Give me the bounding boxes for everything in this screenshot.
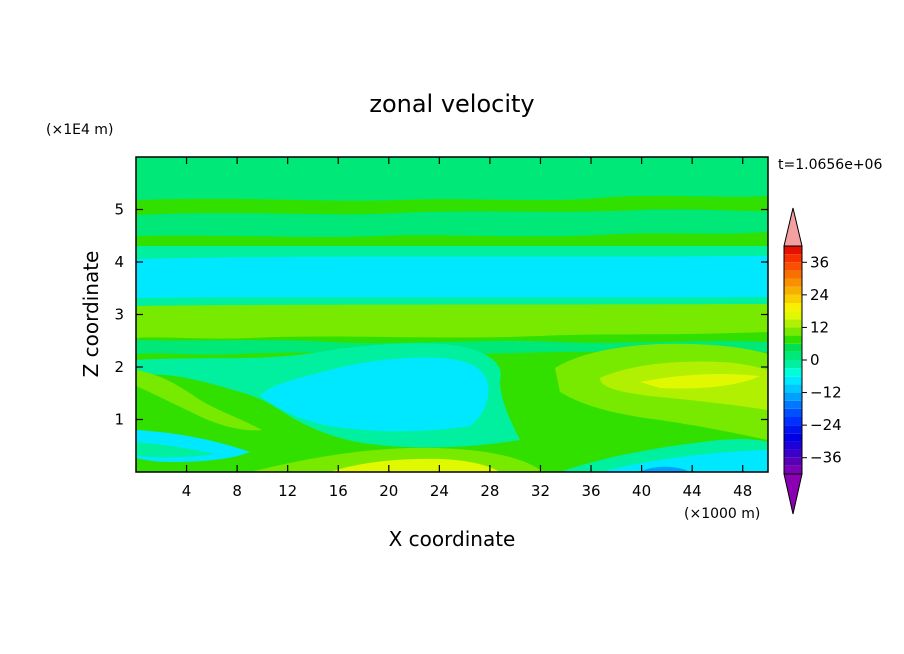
colorbar-swatch bbox=[784, 360, 802, 369]
y-tick-label: 4 bbox=[114, 253, 124, 271]
colorbar-swatch bbox=[784, 343, 802, 352]
colorbar-swatch bbox=[784, 351, 802, 360]
colorbar-swatch bbox=[784, 449, 802, 458]
x-tick-label: 32 bbox=[531, 482, 550, 500]
region-bottom-left-core bbox=[136, 442, 215, 458]
x-tick-label: 16 bbox=[329, 482, 348, 500]
colorbar-swatch bbox=[784, 441, 802, 450]
colorbar-swatch bbox=[784, 425, 802, 434]
x-tick-label: 4 bbox=[182, 482, 192, 500]
x-axis-label: X coordinate bbox=[389, 527, 516, 551]
x-tick-label: 40 bbox=[632, 482, 651, 500]
colorbar: 36 24 12 0 −12 −24 −36 bbox=[783, 207, 842, 515]
colorbar-swatch bbox=[784, 303, 802, 312]
y-tick-label: 2 bbox=[114, 358, 124, 376]
colorbar-swatch bbox=[784, 392, 802, 401]
colorbar-tick-label: 0 bbox=[810, 351, 820, 369]
colorbar-swatch bbox=[784, 327, 802, 336]
colorbar-swatch bbox=[784, 465, 802, 474]
colorbar-tick-label: 36 bbox=[810, 253, 829, 271]
colorbar-swatch bbox=[784, 270, 802, 279]
y-tick-label: 3 bbox=[114, 306, 124, 324]
x-scale-label: (×1000 m) bbox=[684, 506, 760, 522]
colorbar-swatch bbox=[784, 400, 802, 409]
colorbar-swatch bbox=[784, 254, 802, 263]
colorbar-swatch bbox=[784, 311, 802, 320]
x-tick-label: 8 bbox=[232, 482, 242, 500]
colorbar-swatch bbox=[784, 262, 802, 271]
region-right-positive-core bbox=[640, 374, 760, 389]
x-tick-label: 24 bbox=[430, 482, 449, 500]
colorbar-swatch bbox=[784, 384, 802, 393]
x-tick-label: 20 bbox=[379, 482, 398, 500]
colorbar-swatch bbox=[784, 457, 802, 466]
colorbar-tick-label: 12 bbox=[810, 318, 829, 336]
time-label: t=1.0656e+06 bbox=[778, 157, 882, 173]
x-tick-label: 12 bbox=[278, 482, 297, 500]
x-tick-label: 44 bbox=[683, 482, 702, 500]
chart-title: zonal velocity bbox=[369, 90, 534, 118]
colorbar-tick-label: −36 bbox=[810, 449, 842, 467]
colorbar-swatch bbox=[784, 417, 802, 426]
region-bottom-right-minimum bbox=[640, 466, 690, 472]
region-upper-band bbox=[136, 209, 768, 237]
y-scale-label: (×1E4 m) bbox=[46, 122, 113, 138]
colorbar-swatch bbox=[784, 286, 802, 295]
y-tick-label: 1 bbox=[114, 411, 124, 429]
region-bottom-positive-core bbox=[330, 458, 500, 472]
colorbar-swatch bbox=[784, 433, 802, 442]
region-negative-jet bbox=[136, 256, 768, 302]
colorbar-swatch bbox=[784, 319, 802, 328]
region-top-band bbox=[136, 157, 768, 201]
region-jet-edge bbox=[136, 297, 768, 306]
y-tick-label: 5 bbox=[114, 201, 124, 219]
region-left-positive-streak bbox=[136, 370, 262, 431]
colorbar-under-triangle bbox=[783, 473, 803, 515]
colorbar-swatch bbox=[784, 278, 802, 287]
y-axis-label: Z coordinate bbox=[79, 251, 103, 378]
contour-fill bbox=[136, 157, 768, 472]
colorbar-tick-label: −24 bbox=[810, 416, 842, 434]
x-tick-label: 28 bbox=[480, 482, 499, 500]
colorbar-swatch bbox=[784, 368, 802, 377]
colorbar-swatch bbox=[784, 408, 802, 417]
x-axis-ticks: 4 8 12 16 20 24 28 32 36 40 44 48 bbox=[182, 157, 752, 500]
colorbar-swatch bbox=[784, 335, 802, 344]
colorbar-swatch bbox=[784, 376, 802, 385]
colorbar-swatch bbox=[784, 246, 802, 255]
x-tick-label: 36 bbox=[581, 482, 600, 500]
colorbar-swatch bbox=[784, 294, 802, 303]
region-left-negative-core bbox=[260, 357, 489, 432]
colorbar-over-triangle bbox=[783, 207, 803, 247]
x-tick-label: 48 bbox=[733, 482, 752, 500]
colorbar-tick-label: −12 bbox=[810, 384, 842, 402]
colorbar-tick-label: 24 bbox=[810, 286, 829, 304]
region-positive-band bbox=[136, 304, 768, 339]
y-axis-ticks: 1 2 3 4 5 bbox=[114, 201, 768, 429]
